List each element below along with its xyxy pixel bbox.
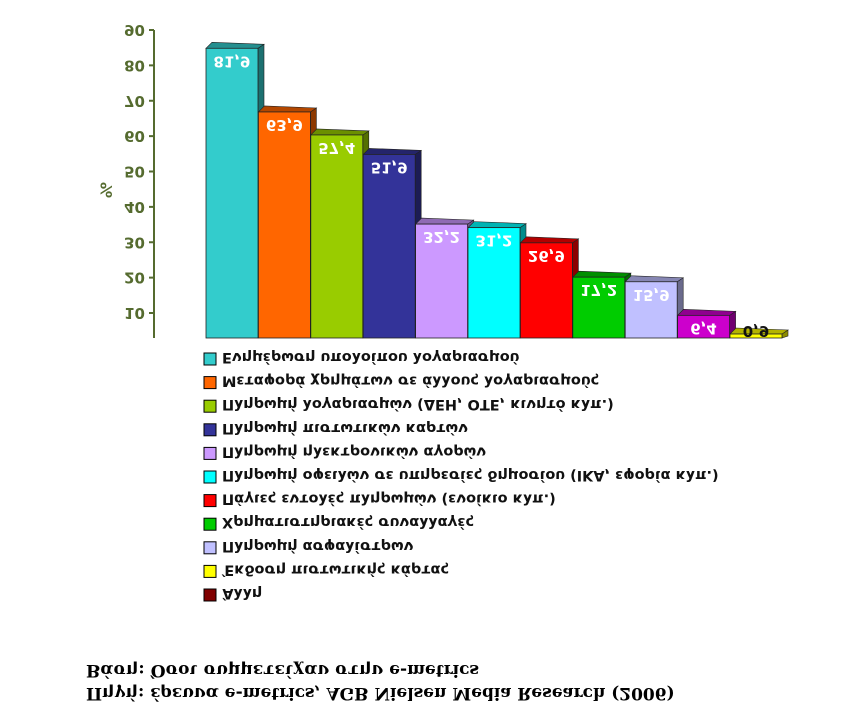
legend-item: Μεταφορά χρημάτων σε άλλους λογαριασμούς [203, 373, 599, 390]
bar-front [624, 281, 678, 339]
legend-swatch [203, 494, 217, 508]
legend-swatch [203, 352, 217, 366]
bar-end [362, 148, 423, 155]
legend-label: Χρηματιστηριακές συναλλαγές [222, 514, 474, 530]
legend-swatch [203, 517, 217, 531]
legend-label: Πληρωμή ηλεκτρονικών αγορών [222, 443, 486, 459]
legend-item: Πληρωμή ασφαλίστρων [203, 538, 414, 555]
legend-swatch [203, 399, 217, 413]
bars: 81,9 63,9 57,4 51,9 32,2 31,2 26,9 17,2 15,9 6,4 0… [205, 41, 789, 340]
bar-value-label: 81,9 [213, 52, 250, 70]
base-note: Βάση: Όσοι συμμετείχαν στην e-metrics [86, 660, 479, 680]
bar-front [257, 111, 311, 339]
bar-value-label: 63,9 [266, 116, 303, 134]
bar-value-label: 32,2 [423, 228, 460, 246]
legend-item: Πληρωμή λογαριασμών (ΔΕΗ, ΟΤΕ, κινητό κλ… [203, 396, 614, 413]
legend-swatch [203, 588, 217, 602]
legend-swatch [203, 376, 217, 390]
legend-label: Άλλη [222, 585, 262, 601]
y-tick-label: 10 [124, 304, 145, 322]
bar-end [572, 270, 632, 278]
legend-item: Πληρωμή ηλεκτρονικών αγορών [203, 443, 486, 460]
legend-swatch [203, 446, 217, 460]
bar-end [310, 128, 370, 136]
bar-value-label: 51,9 [371, 158, 408, 176]
bar-end [205, 41, 265, 49]
legend-swatch [203, 541, 217, 555]
y-tick-label: 70 [124, 92, 145, 110]
bar: 6,4 [676, 309, 737, 339]
bar: 0,9 [729, 322, 789, 340]
source-note: Πηγή: έρευνα e-metrics, AGB Nielsen Medi… [86, 683, 675, 703]
bar: 17,2 [572, 270, 632, 339]
y-tick-label: 20 [124, 269, 145, 287]
legend-label: Μεταφορά χρημάτων σε άλλους λογαριασμούς [222, 373, 599, 389]
bar-front [362, 154, 416, 339]
legend-label: Ενημέρωση υπολοίπου λογαριασμού [222, 349, 520, 365]
y-axis-title: % [97, 182, 116, 198]
bar-front [729, 333, 783, 339]
bar-end [414, 217, 475, 225]
bar-value-label: 6,4 [690, 319, 717, 337]
bar: 15,9 [624, 275, 685, 339]
legend-label: Πληρωμή πιστωτικών καρτών [222, 420, 468, 436]
legend-item: Πληρωμή πιστωτικών καρτών [203, 420, 468, 437]
legend-item: Ενημέρωση υπολοίπου λογαριασμού [203, 349, 520, 366]
bar: 26,9 [519, 236, 580, 339]
bar-end [519, 236, 580, 244]
bar-front [415, 223, 469, 339]
bar: 57,4 [310, 128, 370, 339]
bar-value-label: 57,4 [318, 139, 355, 157]
legend-label: Πάγιες εντολές πληρωμών (ενοίκιο κλπ.) [222, 491, 556, 507]
y-tick-label: 90 [124, 21, 145, 39]
legend-item: Χρηματιστηριακές συναλλαγές [203, 514, 474, 531]
bar-value-label: 0,9 [743, 322, 770, 340]
y-tick-label: 30 [124, 233, 145, 251]
bar-end [624, 275, 685, 283]
bar: 51,9 [362, 148, 423, 339]
bar-value-label: 15,9 [633, 286, 670, 304]
bar-end [467, 221, 527, 228]
bar-front [572, 276, 626, 339]
bar-front [310, 134, 364, 339]
legend-label: Έκδοση πιστωτικής κάρτας [221, 561, 449, 577]
y-axis: 10 20 30 40 50 60 70 80 90% [97, 21, 155, 338]
chart-header: Πηγή: έρευνα e-metrics, AGB Nielsen Medi… [86, 660, 675, 703]
y-tick-label: 40 [124, 198, 145, 216]
legend-label: Πληρωμή οφειλών σε υπηρεσίες δημοσίου (Ι… [222, 467, 719, 483]
y-tick-label: 50 [124, 163, 145, 181]
bar-front [467, 227, 521, 339]
legend-item: Έκδοση πιστωτικής κάρτας [203, 561, 449, 578]
legend-item: Πληρωμή οφειλών σε υπηρεσίες δημοσίου (Ι… [203, 467, 719, 484]
bar-front [205, 47, 259, 339]
legend-swatch [203, 423, 217, 437]
legend-item: Πάγιες εντολές πληρωμών (ενοίκιο κλπ.) [203, 491, 556, 508]
legend: Άλλη Έκδοση πιστωτικής κάρτας Πληρωμή ασφα… [203, 349, 719, 602]
bar: 63,9 [257, 105, 318, 339]
legend-swatch [203, 470, 217, 484]
bar-end [676, 309, 737, 316]
bar-value-label: 17,2 [580, 281, 617, 299]
bar-value-label: 26,9 [528, 247, 565, 265]
legend-swatch [203, 564, 217, 578]
y-tick-label: 60 [124, 127, 145, 145]
legend-label: Πληρωμή ασφαλίστρων [222, 538, 414, 554]
y-tick-label: 80 [124, 56, 145, 74]
bar: 31,2 [467, 221, 527, 339]
bar-end [257, 105, 318, 113]
legend-item: Άλλη [203, 585, 262, 602]
bar: 81,9 [205, 41, 265, 339]
legend-label: Πληρωμή λογαριασμών (ΔΕΗ, ΟΤΕ, κινητό κλ… [222, 396, 614, 412]
bar-front [677, 314, 730, 339]
bar: 32,2 [414, 217, 475, 339]
bar-value-label: 31,2 [475, 232, 512, 250]
